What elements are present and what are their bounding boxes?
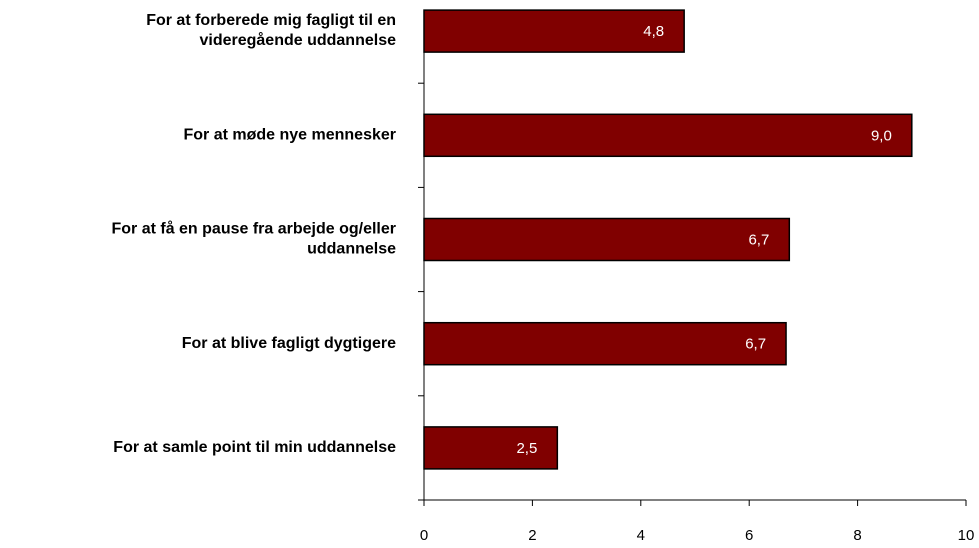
value-label: 9,0 xyxy=(871,127,892,144)
x-tick-label: 10 xyxy=(958,527,975,544)
category-label: For at blive fagligt dygtigere xyxy=(182,335,396,352)
x-tick-label: 4 xyxy=(637,527,645,544)
value-label: 4,8 xyxy=(643,23,664,40)
x-tick-label: 6 xyxy=(745,527,753,544)
bar xyxy=(423,9,685,53)
bar xyxy=(423,321,787,366)
bar xyxy=(423,426,559,470)
category-label: For at samle point til min uddannelse xyxy=(113,439,396,456)
value-label: 6,7 xyxy=(745,336,766,353)
category-label: For at få en pause fra arbejde og/eller u… xyxy=(111,220,396,258)
category-label: For at møde nye mennesker xyxy=(183,127,396,144)
value-label: 2,5 xyxy=(516,440,537,457)
value-label: 6,7 xyxy=(748,231,769,248)
x-tick-label: 8 xyxy=(853,527,861,544)
bar xyxy=(423,113,913,158)
category-label: For at forberede mig fagligt til en vider… xyxy=(146,12,396,49)
x-tick-label: 0 xyxy=(420,527,428,544)
x-tick-label: 2 xyxy=(528,527,536,544)
bar xyxy=(423,217,791,262)
